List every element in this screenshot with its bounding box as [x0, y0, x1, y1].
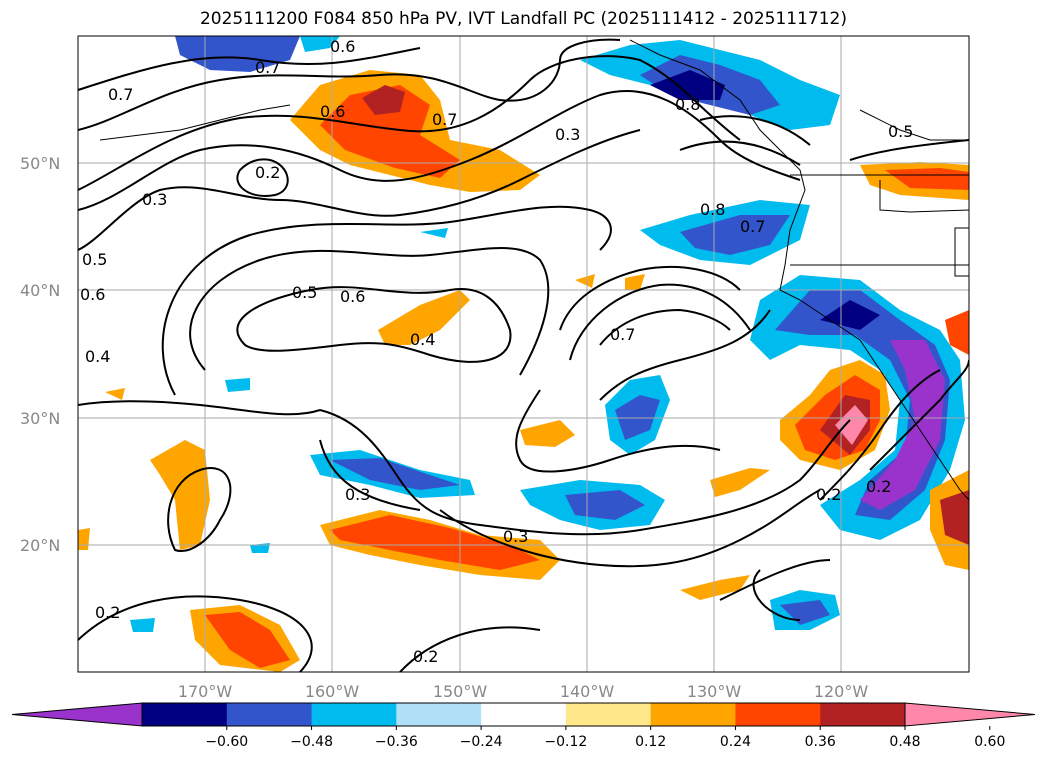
colorbar-outline — [141, 702, 906, 727]
negative-region — [680, 215, 790, 255]
colorbar-swatch — [650, 703, 736, 726]
colorbar-swatch — [565, 703, 652, 726]
positive-region — [885, 168, 969, 190]
positive-region — [680, 575, 750, 600]
contour-label: 0.6 — [340, 287, 365, 306]
negative-region — [565, 490, 645, 520]
negative-region — [175, 36, 300, 72]
positive-region — [625, 274, 645, 290]
positive-region — [710, 468, 770, 497]
contour-label: 0.5 — [888, 122, 913, 141]
contour-label: 0.7 — [432, 110, 457, 129]
contour-label: 0.2 — [816, 485, 841, 504]
lon-label: 120°W — [814, 682, 869, 701]
colorbar-extension-max — [904, 702, 1036, 727]
positive-region — [105, 388, 125, 400]
negative-region — [420, 228, 448, 238]
contour-label: 0.5 — [292, 283, 317, 302]
contour-label: 0.3 — [555, 125, 580, 144]
negative-region — [300, 36, 340, 52]
contour-label: 0.3 — [142, 190, 167, 209]
colorbar-swatch — [311, 703, 397, 726]
lat-label: 30°N — [20, 409, 60, 428]
contour-label: 0.2 — [866, 477, 891, 496]
contour-label: 0.7 — [108, 85, 133, 104]
contour-label: 0.2 — [255, 163, 280, 182]
contour-label: 0.7 — [610, 325, 635, 344]
colorbar-extension-min — [11, 702, 143, 727]
colorbar-tick-label: −0.36 — [375, 734, 418, 750]
colorbar-swatch — [142, 703, 228, 726]
negative-region — [820, 300, 880, 330]
negative-region — [650, 70, 725, 100]
lat-label: 50°N — [20, 154, 60, 173]
contour-label: 0.6 — [320, 102, 345, 121]
lat-label: 20°N — [20, 536, 60, 555]
positive-region — [205, 612, 290, 668]
lon-label: 140°W — [560, 682, 615, 701]
contour-label: 0.3 — [345, 485, 370, 504]
colorbar-tick-label: −0.12 — [544, 734, 587, 750]
colorbar-tick-label: −0.24 — [460, 734, 503, 750]
colorbar: −0.60 −0.48 −0.36 −0.24 −0.12 0.12 0.24 0.36 0.4… — [11, 702, 1036, 750]
positive-region — [945, 310, 969, 355]
contour-label: 0.7 — [255, 58, 280, 77]
positive-region — [520, 420, 575, 447]
shading-layer — [78, 36, 969, 672]
colorbar-tick-label: −0.60 — [205, 734, 248, 750]
contour-label: 0.3 — [503, 527, 528, 546]
colorbar-swatch — [820, 703, 906, 726]
contour-label: 0.2 — [95, 603, 120, 622]
contour-label: 0.8 — [675, 95, 700, 114]
colorbar-swatch — [735, 703, 821, 726]
positive-region — [320, 85, 460, 178]
lon-label: 130°W — [687, 682, 742, 701]
negative-region — [780, 600, 830, 625]
contour-label: 0.7 — [740, 217, 765, 236]
contour-label: 0.6 — [330, 37, 355, 56]
positive-region — [362, 85, 405, 115]
contour-label: 0.4 — [410, 330, 435, 349]
positive-region — [378, 290, 470, 345]
positive-region — [330, 515, 540, 570]
lat-label: 40°N — [20, 281, 60, 300]
colorbar-tick-label: 0.12 — [635, 734, 666, 750]
positive-region — [575, 274, 595, 288]
lon-label: 150°W — [433, 682, 488, 701]
lon-label: 170°W — [178, 682, 233, 701]
colorbar-tick-label: 0.36 — [805, 734, 836, 750]
contour-label: 0.2 — [413, 647, 438, 666]
latitude-labels: 50°N 40°N 30°N 20°N — [20, 154, 60, 555]
longitude-labels: 170°W 160°W 150°W 140°W 130°W 120°W — [178, 682, 869, 701]
colorbar-tick-label: 0.60 — [974, 734, 1005, 750]
coastlines — [99, 39, 969, 501]
negative-region — [225, 378, 250, 392]
colorbar-tick-label: 0.24 — [720, 734, 751, 750]
colorbar-swatch — [396, 703, 482, 726]
colorbar-tick-label: 0.48 — [889, 734, 920, 750]
contour-label: 0.8 — [700, 200, 725, 219]
positive-region — [940, 490, 969, 545]
map-title: 2025111200 F084 850 hPa PV, IVT Landfall… — [199, 9, 847, 29]
colorbar-tick-label: −0.48 — [290, 734, 333, 750]
pv-contours — [78, 38, 969, 672]
negative-region — [860, 340, 945, 510]
contour-label: 0.6 — [80, 285, 105, 304]
negative-region — [130, 618, 155, 632]
colorbar-swatch — [226, 703, 313, 726]
contour-label: 0.4 — [85, 347, 110, 366]
positive-region — [835, 405, 868, 445]
positive-region — [78, 528, 90, 550]
colorbar-swatch — [481, 703, 567, 726]
contour-label: 0.5 — [82, 250, 107, 269]
map-frame — [77, 35, 970, 673]
contour-labels: 0.6 0.7 0.8 0.7 0.6 0.7 0.3 0.2 0.3 0.8 … — [80, 37, 913, 666]
lon-label: 160°W — [305, 682, 360, 701]
positive-region — [150, 440, 210, 550]
